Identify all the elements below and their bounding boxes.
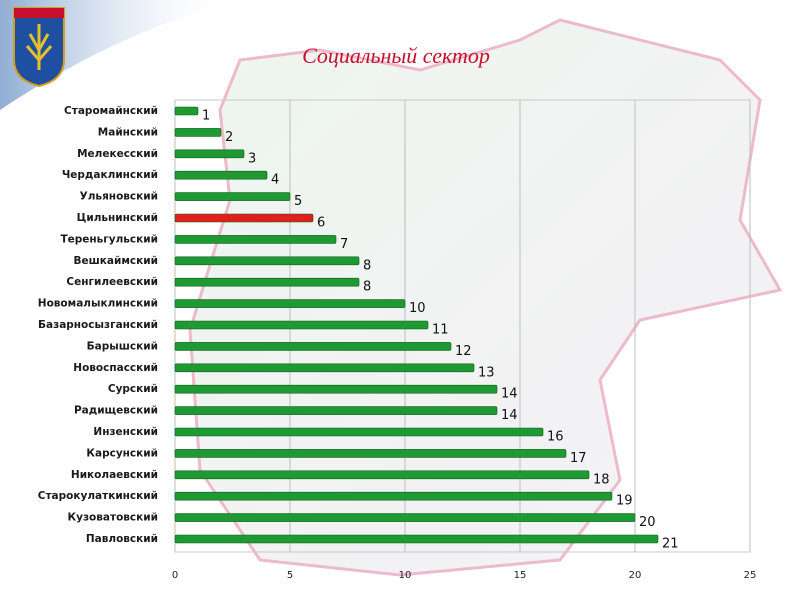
y-tick-label: Базарносызганский: [38, 319, 158, 331]
x-tick-label: 25: [744, 570, 757, 581]
bar: [174, 192, 291, 201]
bar: [174, 342, 452, 351]
bar: [174, 427, 544, 437]
value-label: 14: [501, 387, 518, 402]
value-label: 21: [662, 537, 679, 552]
x-tick-label: 0: [172, 570, 178, 581]
value-label: 8: [363, 280, 371, 295]
x-tick-label: 20: [629, 570, 642, 581]
y-tick-label: Инзенский: [93, 426, 158, 438]
bar: [174, 513, 636, 522]
y-tick-label: Ульяновский: [80, 191, 158, 203]
y-tick-label: Мелекесский: [77, 148, 158, 160]
bar: [174, 299, 406, 308]
x-tick-label: 15: [514, 570, 527, 581]
y-tick-label: Цильнинский: [77, 212, 158, 224]
y-tick-label: Кузоватовский: [68, 512, 158, 524]
value-label: 7: [340, 237, 348, 252]
bar: [174, 149, 245, 159]
x-tick-label: 10: [399, 570, 412, 581]
value-label: 3: [248, 151, 256, 166]
bar: [174, 406, 498, 415]
bar: [174, 491, 613, 501]
y-tick-label: Чердаклинский: [62, 169, 158, 181]
bar: [174, 128, 222, 137]
bar: [174, 106, 199, 116]
y-tick-label: Тереньгульский: [60, 233, 158, 245]
bar: [174, 277, 360, 287]
value-label: 5: [294, 194, 302, 209]
bar: [174, 213, 314, 223]
bar: [174, 170, 268, 180]
bar: [174, 384, 498, 394]
value-label: 14: [501, 408, 518, 423]
value-label: 13: [478, 365, 495, 380]
y-tick-label: Барышский: [87, 340, 158, 352]
value-label: 8: [363, 258, 371, 273]
bar: [174, 235, 337, 244]
value-label: 12: [455, 344, 472, 359]
y-tick-label: Сурский: [108, 383, 158, 395]
chart-title: Социальный сектор: [302, 43, 490, 68]
y-tick-label: Вешкаймский: [74, 255, 159, 267]
value-label: 10: [409, 301, 426, 316]
bar: [174, 320, 429, 330]
bar: [174, 534, 659, 544]
y-tick-label: Николаевский: [71, 469, 158, 481]
y-tick-label: Радищевский: [74, 405, 158, 417]
logo: [13, 7, 65, 88]
y-tick-label: Новомалыклинский: [38, 298, 158, 310]
value-label: 1: [202, 109, 210, 124]
value-label: 17: [570, 451, 587, 466]
map-background: [188, 18, 783, 577]
value-label: 20: [639, 515, 656, 530]
x-tick-label: 5: [287, 570, 293, 581]
value-label: 16: [547, 430, 564, 445]
value-label: 2: [225, 130, 233, 145]
value-label: 19: [616, 494, 633, 509]
bar: [174, 363, 475, 373]
y-tick-label: Новоспасский: [73, 362, 158, 374]
value-label: 18: [593, 472, 610, 487]
y-tick-label: Сенгилеевский: [66, 276, 158, 288]
y-tick-label: Павловский: [86, 533, 158, 545]
bar: [174, 449, 567, 458]
value-label: 11: [432, 323, 449, 338]
y-tick-label: Старокулаткинский: [38, 490, 158, 502]
value-label: 4: [271, 173, 279, 188]
bar: [174, 470, 590, 480]
y-tick-label: Майнский: [98, 126, 158, 138]
y-tick-label: Старомайнский: [64, 105, 158, 117]
value-label: 6: [317, 216, 325, 231]
bar: [174, 256, 360, 266]
y-tick-label: Карсунский: [86, 447, 158, 459]
